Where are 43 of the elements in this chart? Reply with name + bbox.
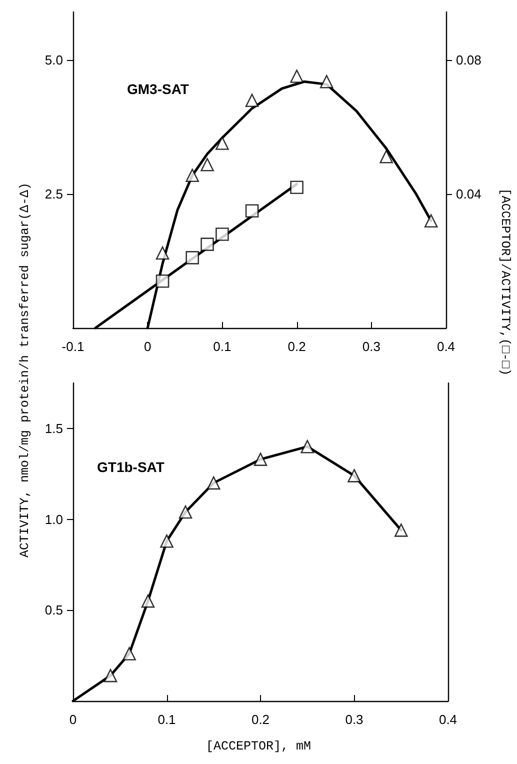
x-axis-title: [ACCEPTOR], mM: [206, 740, 312, 754]
x-tick-label: 0.3: [362, 339, 380, 354]
x-tick-label: 0.4: [436, 339, 456, 354]
y2-axis-title: [ACCEPTOR]/ACTIVITY,(□-□): [498, 188, 512, 376]
y-tick-label: 0.5: [44, 602, 63, 618]
point: [186, 168, 200, 182]
point: [156, 246, 170, 260]
point: [186, 251, 200, 264]
point: [424, 214, 438, 228]
x-tick-label: 0: [144, 339, 152, 354]
point: [394, 524, 408, 537]
x-tick-label: -0.1: [62, 339, 84, 354]
point: [254, 452, 268, 466]
annotation: GM3-SAT: [127, 81, 190, 97]
point: [160, 534, 174, 548]
y2-tick-label: 0.04: [456, 186, 482, 202]
point: [216, 228, 229, 241]
x-tick-label: 0.2: [251, 712, 270, 727]
y-tick-label: 1.0: [44, 512, 63, 527]
y-axis-title: ACTIVITY, nmol/mg protein/h transferred sugar(Δ-Δ): [18, 182, 32, 558]
point: [141, 594, 155, 608]
point: [206, 476, 220, 490]
x-tick-label: 0: [69, 712, 77, 727]
point: [104, 668, 118, 682]
x-tick-label: 0.1: [213, 339, 232, 354]
x-tick-label: 0.2: [288, 339, 306, 354]
point: [300, 440, 314, 454]
annotation: GT1b-SAT: [97, 459, 165, 475]
y-tick-label: 1.5: [44, 420, 63, 436]
point: [156, 274, 170, 288]
y-tick-label: 2.5: [44, 186, 63, 202]
x-tick-label: 0.3: [345, 712, 364, 727]
point: [200, 238, 214, 251]
point: [290, 180, 304, 194]
point: [122, 647, 136, 660]
point: [245, 204, 259, 218]
point: [348, 469, 361, 482]
x-tick-label: 0.4: [438, 712, 458, 727]
y2-tick-label: 0.08: [456, 52, 482, 68]
x-tick-label: 0.1: [158, 712, 176, 727]
point: [320, 74, 334, 88]
point: [178, 505, 192, 519]
y-tick-label: 5.0: [44, 52, 63, 68]
